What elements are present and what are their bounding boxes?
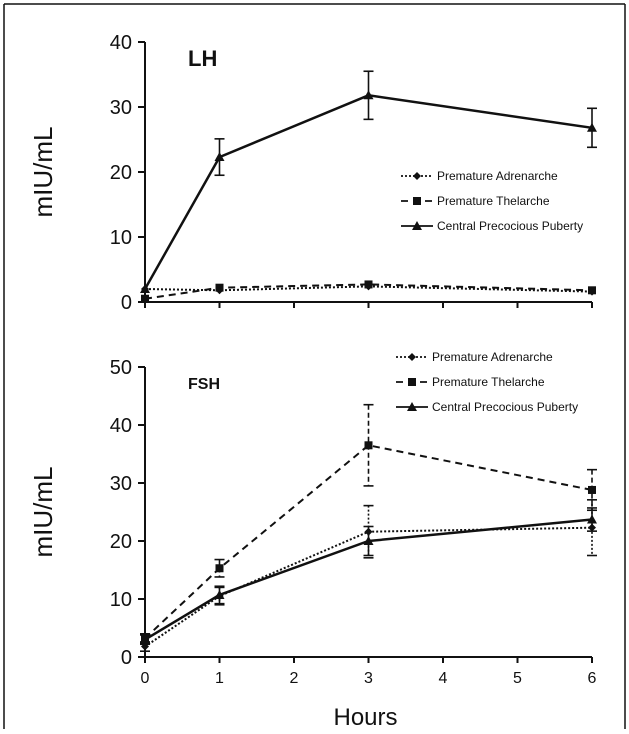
data-point	[364, 441, 373, 450]
legend-marker	[413, 172, 421, 180]
series-line	[144, 518, 593, 641]
panel-title: FSH	[188, 376, 220, 393]
series-0	[140, 499, 597, 653]
y-tick-label: 40	[110, 415, 132, 437]
x-tick-label: 1	[215, 670, 224, 687]
series-1	[141, 280, 596, 303]
series-2	[140, 70, 597, 293]
y-tick-label: 20	[110, 162, 132, 184]
data-point	[587, 122, 597, 132]
x-tick-label: 3	[364, 670, 373, 687]
data-point	[141, 294, 149, 303]
y-tick-label: 40	[110, 32, 132, 54]
legend-label: Premature Thelarche	[437, 194, 550, 208]
data-point	[214, 589, 225, 599]
legend-marker	[408, 378, 416, 386]
series-line	[143, 94, 593, 290]
y-tick-label: 0	[121, 647, 132, 669]
panel-title: LH	[188, 46, 217, 71]
y-axis-label: mIU/mL	[28, 127, 58, 218]
y-tick-label: 10	[110, 227, 132, 249]
series-1	[140, 403, 597, 644]
data-point	[215, 283, 224, 292]
series-line	[144, 283, 593, 300]
fsh-panel: 0 10 20 30 40 50 0 1 2 3 4 5 6 FSH mIU/mL Hours Prematur…	[28, 350, 597, 731]
series-line	[144, 444, 593, 640]
data-point	[588, 286, 596, 295]
y-tick-label: 20	[110, 531, 132, 553]
x-axis-label: Hours	[333, 704, 397, 729]
y-axis-label: mIU/mL	[28, 467, 58, 558]
legend: Premature Adrenarche Premature Thelarche C…	[401, 169, 583, 233]
data-point	[364, 280, 373, 289]
legend-marker	[407, 402, 417, 411]
y-tick-label: 0	[121, 292, 132, 314]
legend-label: Premature Thelarche	[432, 375, 545, 389]
y-tick-label: 30	[110, 97, 132, 119]
legend-marker	[408, 353, 416, 361]
data-point	[587, 514, 597, 524]
y-tick-label: 50	[110, 357, 132, 379]
data-point	[215, 564, 224, 573]
legend-label: Premature Adrenarche	[437, 169, 558, 183]
y-tick-label: 30	[110, 473, 132, 495]
x-tick-label: 6	[588, 670, 597, 687]
x-tick-label: 2	[290, 670, 299, 687]
data-point	[214, 152, 225, 162]
legend-marker	[413, 197, 421, 205]
data-point	[588, 485, 596, 494]
x-tick-label: 4	[439, 670, 448, 687]
data-point	[140, 634, 150, 644]
legend: Premature Adrenarche Premature Thelarche C…	[396, 350, 578, 414]
y-tick-label: 10	[110, 589, 132, 611]
legend-label: Central Precocious Puberty	[432, 400, 578, 414]
series-2	[140, 507, 597, 646]
x-tick-label: 0	[141, 670, 150, 687]
legend-label: Central Precocious Puberty	[437, 219, 583, 233]
data-point	[140, 284, 150, 293]
data-point	[363, 90, 374, 100]
series-line	[144, 285, 593, 293]
legend-label: Premature Adrenarche	[432, 350, 553, 364]
x-tick-label: 5	[513, 670, 522, 687]
data-point	[363, 536, 374, 545]
legend-marker	[412, 221, 422, 230]
